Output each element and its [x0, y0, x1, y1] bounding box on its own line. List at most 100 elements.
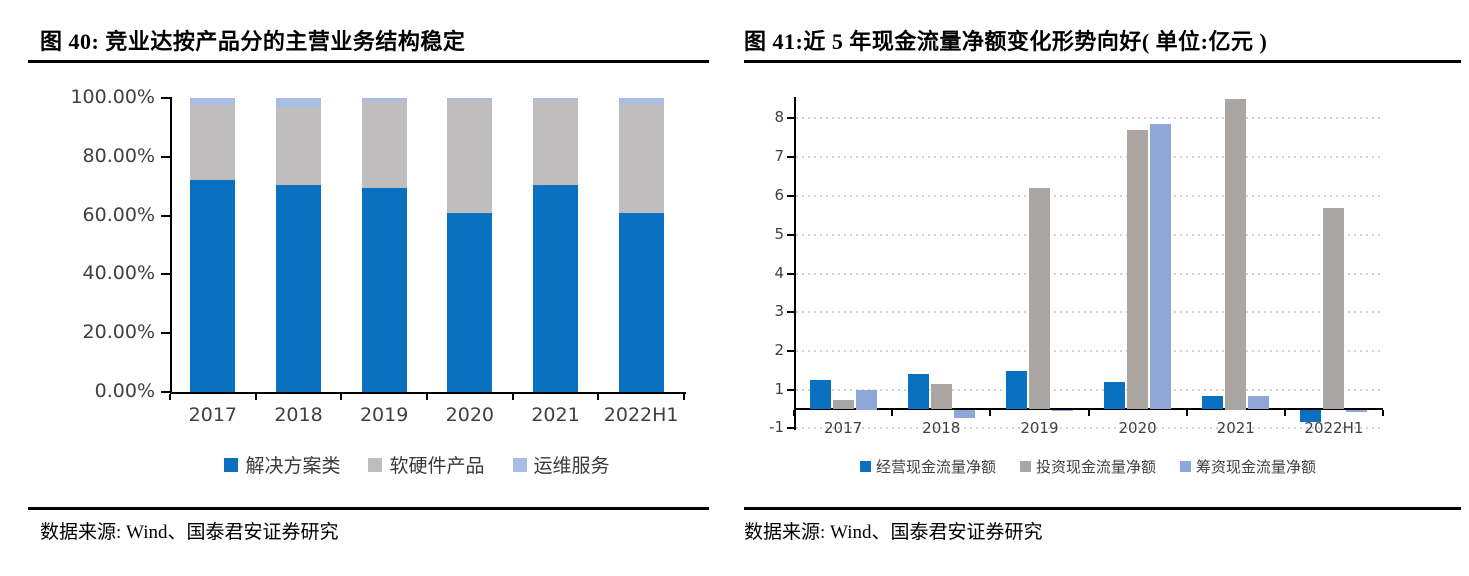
gridline	[796, 272, 1383, 275]
legend-swatch-icon	[224, 457, 239, 472]
y-axis-tick-mark	[787, 117, 794, 120]
legend-item: 运维服务	[512, 451, 610, 478]
y-axis-tick-mark	[787, 195, 794, 197]
y-axis-tick-label: 3	[774, 302, 784, 321]
bar-筹资现金流量净额	[953, 409, 975, 418]
x-axis-category-label: 2021	[531, 404, 580, 426]
bar-segment-软硬件产品	[447, 100, 493, 213]
bar-经营现金流量净额	[1300, 409, 1322, 422]
bar-segment-解决方案类	[361, 187, 407, 392]
x-axis-tick-mark	[340, 394, 343, 400]
x-axis-line	[794, 407, 1383, 410]
gridline	[796, 156, 1383, 159]
figure41-source-rule	[744, 507, 1461, 510]
x-axis-category-label: 2018	[922, 419, 961, 437]
figure41-title-underline	[744, 60, 1461, 63]
bar-segment-运维服务	[190, 98, 236, 106]
y-axis-tick-mark	[161, 97, 170, 99]
x-axis-tick-mark	[254, 394, 257, 400]
y-axis-tick-mark	[161, 332, 170, 335]
x-axis-tick-mark	[1087, 409, 1090, 416]
y-axis-tick-mark	[161, 214, 170, 217]
bar-segment-解决方案类	[447, 212, 493, 392]
legend-label: 解决方案类	[245, 456, 341, 477]
bar-segment-解决方案类	[190, 180, 236, 392]
x-axis-category-label: 2019	[1020, 419, 1059, 437]
x-axis-line	[170, 392, 686, 394]
y-axis-tick-mark	[787, 426, 794, 429]
y-axis-tick-label: -1	[769, 417, 784, 436]
y-axis-tick-label: 20.00%	[82, 321, 155, 344]
x-axis-tick-mark	[597, 394, 600, 400]
x-axis-tick-mark	[1382, 409, 1384, 416]
x-axis-tick-mark	[426, 394, 428, 400]
y-axis-tick-mark	[787, 272, 794, 275]
y-axis-tick-mark	[161, 273, 170, 276]
y-axis-tick-mark	[787, 156, 794, 159]
x-axis-category-label: 2022H1	[1304, 419, 1364, 437]
x-axis-category-label: 2021	[1216, 419, 1255, 437]
bar-投资现金流量净额	[832, 400, 854, 410]
y-axis-tick-mark	[787, 389, 794, 391]
bar-segment-运维服务	[361, 98, 407, 101]
legend-swatch-icon	[512, 457, 527, 472]
bar-筹资现金流量净额	[1150, 124, 1172, 410]
bar-投资现金流量净额	[930, 384, 952, 410]
y-axis-tick-label: 100.00%	[70, 86, 155, 108]
x-axis-category-label: 2019	[359, 404, 409, 426]
y-axis-tick-mark	[787, 311, 794, 314]
x-axis-tick-mark	[511, 394, 514, 400]
bar-segment-软硬件产品	[618, 103, 664, 213]
figure40-legend: 解决方案类 软硬件产品 运维服务	[150, 451, 684, 478]
x-axis-category-label: 2017	[188, 404, 237, 426]
y-axis-tick-mark	[787, 233, 794, 236]
x-axis-tick-mark	[1283, 409, 1286, 416]
y-axis-tick-label: 6	[774, 186, 784, 204]
bar-经营现金流量净额	[809, 380, 831, 410]
bar-segment-软硬件产品	[276, 106, 321, 185]
y-axis-tick-label: 0.00%	[94, 380, 155, 402]
bar-segment-运维服务	[618, 98, 664, 104]
x-axis-tick-mark	[683, 394, 685, 400]
bar-筹资现金流量净额	[1051, 409, 1073, 412]
x-axis-tick-mark	[793, 409, 795, 416]
x-axis-tick-mark	[891, 409, 894, 416]
gridline	[796, 117, 1383, 120]
bar-经营现金流量净额	[1104, 382, 1126, 410]
legend-swatch-icon	[368, 457, 383, 472]
y-axis-tick-label: 5	[774, 224, 784, 243]
gridline	[796, 195, 1383, 197]
x-axis-category-label: 2018	[274, 404, 323, 426]
y-axis-tick-label: 1	[774, 380, 784, 398]
bar-segment-解决方案类	[533, 184, 578, 392]
x-axis-category-label: 2020	[445, 404, 494, 426]
y-axis-tick-mark	[161, 391, 170, 393]
bar-经营现金流量净额	[1202, 396, 1224, 410]
legend-item: 解决方案类	[224, 451, 340, 478]
figure41-legend: 经营现金流量净额 投资现金流量净额 筹资现金流量净额	[794, 456, 1382, 477]
figure40-title: 图 40: 竞业达按产品分的主营业务结构稳定	[40, 29, 466, 54]
bar-投资现金流量净额	[1323, 207, 1345, 410]
y-axis-line	[794, 97, 796, 431]
bar-segment-软硬件产品	[190, 105, 236, 181]
gridline	[796, 350, 1383, 353]
y-axis-line	[170, 97, 172, 394]
legend-label: 筹资现金流量净额	[1196, 458, 1317, 476]
bar-segment-运维服务	[533, 98, 578, 100]
figure40-source: 数据来源: Wind、国泰君安证券研究	[40, 522, 339, 543]
bar-筹资现金流量净额	[1346, 409, 1368, 413]
x-axis-category-label: 2022H1	[603, 404, 679, 426]
legend-item: 投资现金流量净额	[1019, 456, 1156, 477]
figure40-title-underline	[28, 60, 709, 63]
bar-segment-软硬件产品	[361, 100, 407, 188]
bar-segment-软硬件产品	[533, 99, 578, 185]
y-axis-tick-mark	[161, 155, 170, 158]
y-axis-tick-label: 4	[774, 263, 784, 282]
bar-segment-运维服务	[276, 98, 321, 107]
y-axis-tick-label: 7	[774, 147, 784, 166]
y-axis-tick-label: 80.00%	[82, 144, 155, 167]
legend-item: 软硬件产品	[368, 451, 485, 478]
bar-筹资现金流量净额	[855, 390, 877, 410]
y-axis-tick-label: 8	[774, 108, 784, 127]
